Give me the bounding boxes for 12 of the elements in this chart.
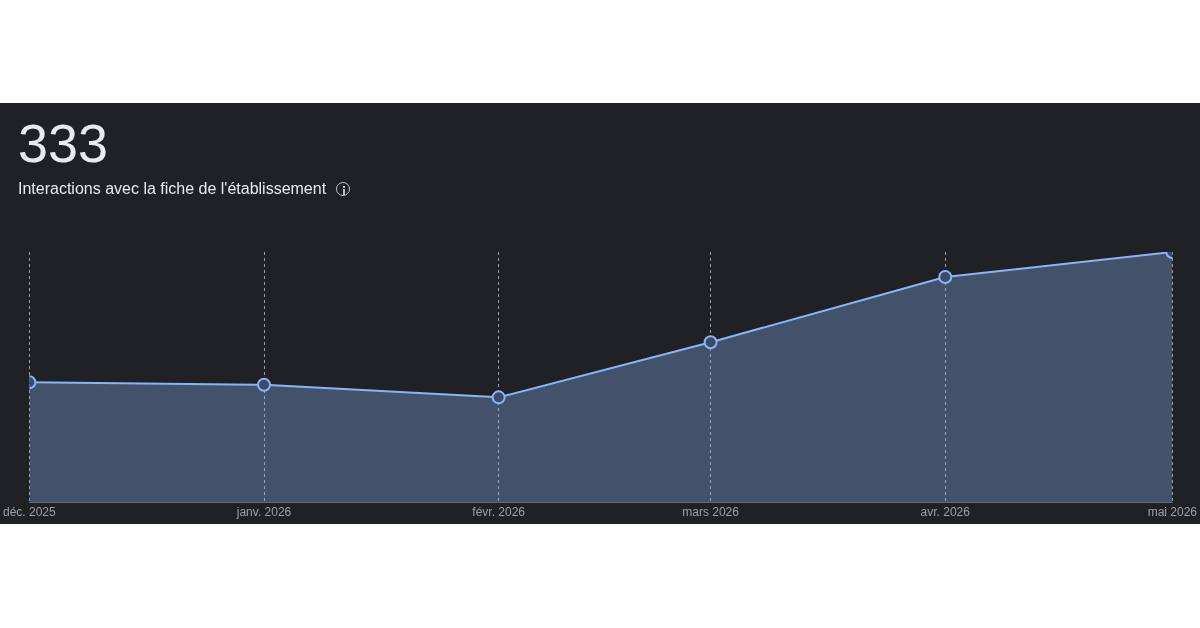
- x-tick-label: janv. 2026: [235, 505, 292, 520]
- point: [257, 377, 271, 392]
- point: [491, 390, 506, 405]
- x-tick-label: févr. 2026: [472, 505, 526, 520]
- x-tick-label: déc. 2025: [3, 505, 57, 520]
- point: [703, 335, 718, 350]
- x-tick-label: avr. 2026: [920, 505, 971, 520]
- x-tick-label: mai 2026: [1147, 505, 1198, 520]
- chart-subtitle: Interactions avec la fiche de l'établissement: [18, 180, 327, 198]
- chart-title: 333: [18, 112, 109, 175]
- point: [938, 270, 953, 285]
- x-tick-label: mars 2026: [682, 505, 740, 520]
